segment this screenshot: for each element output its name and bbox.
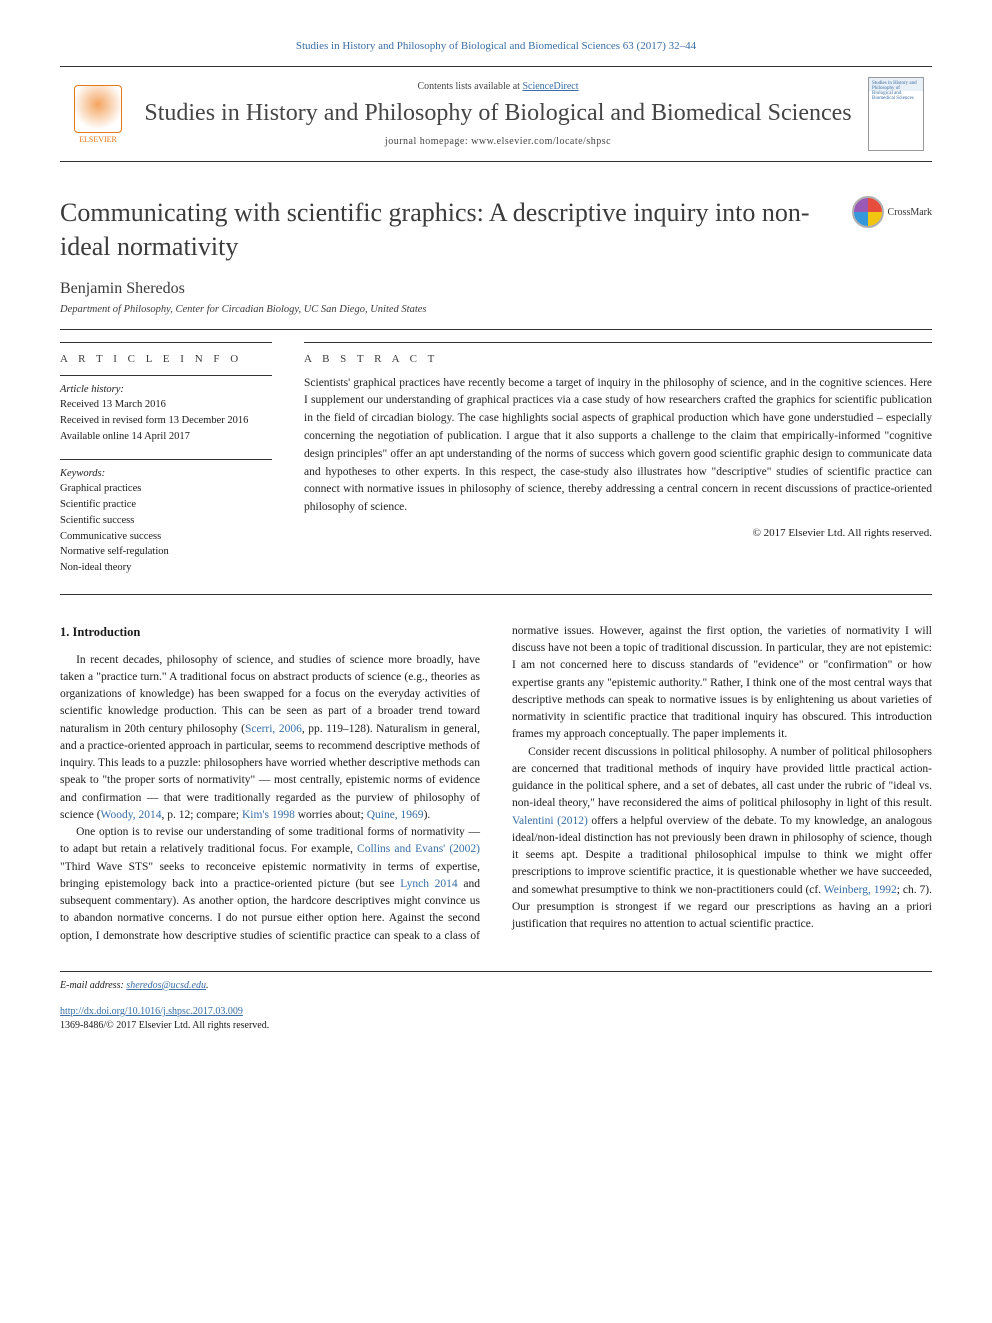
header-divider bbox=[60, 329, 932, 330]
journal-name: Studies in History and Philosophy of Bio… bbox=[142, 98, 854, 128]
crossmark-badge[interactable]: CrossMark bbox=[852, 196, 932, 228]
citation-link[interactable]: Lynch 2014 bbox=[400, 878, 457, 890]
header-citation: Studies in History and Philosophy of Bio… bbox=[60, 40, 932, 52]
keyword: Communicative success bbox=[60, 531, 161, 542]
keywords-block: Keywords: Graphical practices Scientific… bbox=[60, 459, 272, 576]
keywords-label: Keywords: bbox=[60, 468, 105, 479]
keyword: Scientific success bbox=[60, 515, 134, 526]
keyword: Scientific practice bbox=[60, 499, 136, 510]
history-revised: Received in revised form 13 December 201… bbox=[60, 415, 248, 426]
abstract-label: A B S T R A C T bbox=[304, 353, 932, 365]
sciencedirect-link[interactable]: ScienceDirect bbox=[522, 81, 578, 92]
citation-link[interactable]: Collins and Evans' (2002) bbox=[357, 843, 480, 855]
body-paragraph: Consider recent discussions in political… bbox=[512, 744, 932, 934]
citation-link[interactable]: Quine, 1969 bbox=[367, 809, 424, 821]
citation-link[interactable]: Weinberg, 1992 bbox=[824, 884, 897, 896]
doi-link[interactable]: http://dx.doi.org/10.1016/j.shpsc.2017.0… bbox=[60, 1006, 243, 1017]
elsevier-label: ELSEVIER bbox=[79, 135, 117, 144]
elsevier-tree-icon bbox=[74, 85, 122, 133]
article-history: Article history: Received 13 March 2016 … bbox=[60, 375, 272, 445]
journal-banner: ELSEVIER Contents lists available at Sci… bbox=[60, 66, 932, 162]
crossmark-label: CrossMark bbox=[888, 207, 932, 218]
body-paragraph: In recent decades, philosophy of science… bbox=[60, 652, 480, 825]
doi-block: http://dx.doi.org/10.1016/j.shpsc.2017.0… bbox=[60, 1005, 932, 1033]
citation-link[interactable]: Kim's 1998 bbox=[242, 809, 295, 821]
homepage-url[interactable]: www.elsevier.com/locate/shpsc bbox=[471, 136, 611, 147]
keyword: Normative self-regulation bbox=[60, 546, 169, 557]
author-email-link[interactable]: sheredos@ucsd.edu bbox=[126, 980, 206, 991]
citation-link[interactable]: Scerri, 2006 bbox=[245, 723, 302, 735]
footer-email-block: E-mail address: sheredos@ucsd.edu. bbox=[60, 971, 932, 993]
journal-homepage: journal homepage: www.elsevier.com/locat… bbox=[142, 136, 854, 147]
author-affiliation: Department of Philosophy, Center for Cir… bbox=[60, 304, 932, 315]
article-info-label: A R T I C L E I N F O bbox=[60, 353, 272, 365]
contents-prefix: Contents lists available at bbox=[417, 81, 522, 92]
keyword: Graphical practices bbox=[60, 483, 141, 494]
body-text: 1. Introduction In recent decades, philo… bbox=[60, 623, 932, 945]
keyword: Non-ideal theory bbox=[60, 562, 131, 573]
email-label: E-mail address: bbox=[60, 980, 124, 991]
author-name: Benjamin Sheredos bbox=[60, 280, 932, 298]
elsevier-logo: ELSEVIER bbox=[68, 79, 128, 149]
citation-link[interactable]: Valentini (2012) bbox=[512, 815, 588, 827]
history-label: Article history: bbox=[60, 384, 124, 395]
homepage-prefix: journal homepage: bbox=[385, 136, 471, 147]
section-heading-1: 1. Introduction bbox=[60, 623, 480, 642]
abstract-text: Scientists' graphical practices have rec… bbox=[304, 375, 932, 518]
history-received: Received 13 March 2016 bbox=[60, 399, 166, 410]
contents-line: Contents lists available at ScienceDirec… bbox=[142, 81, 854, 92]
history-online: Available online 14 April 2017 bbox=[60, 431, 190, 442]
crossmark-icon bbox=[852, 196, 884, 228]
issn-copyright: 1369-8486/© 2017 Elsevier Ltd. All right… bbox=[60, 1020, 269, 1031]
citation-link[interactable]: Woody, 2014 bbox=[101, 809, 162, 821]
article-title: Communicating with scientific graphics: … bbox=[60, 196, 836, 264]
abstract-copyright: © 2017 Elsevier Ltd. All rights reserved… bbox=[304, 527, 932, 539]
journal-cover-thumbnail: Studies in History and Philosophy of Bio… bbox=[868, 77, 924, 151]
